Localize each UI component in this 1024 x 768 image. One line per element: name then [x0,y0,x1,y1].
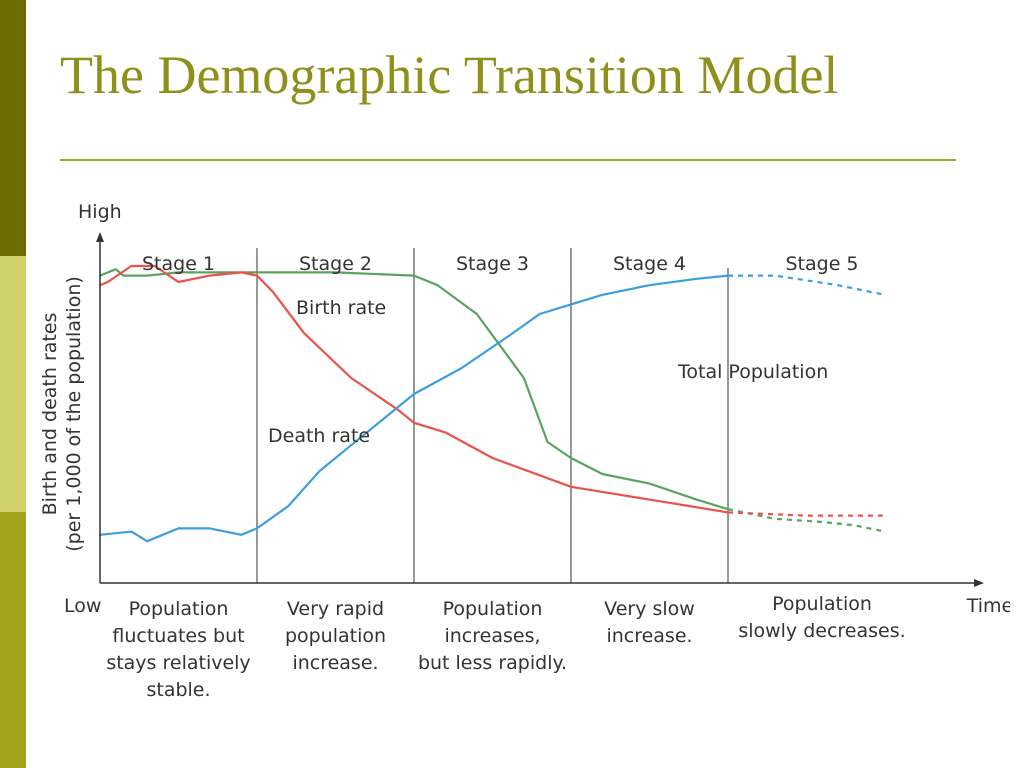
stage-description-line: increases, [444,625,540,647]
decor-bar-middle [0,256,26,512]
total-population-label: Total Population [677,361,828,383]
decor-bar-top [0,0,26,256]
demographic-transition-chart: High Low Time Birth and death rates (per… [39,201,1010,701]
y-axis-arrow-icon [96,232,104,242]
stage-label: Stage 4 [613,253,686,275]
stage-description-line: stable. [146,679,210,701]
stage-description-line: stays relatively [106,652,250,674]
death-rate-projection-line [727,511,885,517]
stage-description-line: increase. [606,625,692,647]
stage-description-line: Population [129,598,229,620]
total-population-line [98,274,730,543]
stage-label: Stage 1 [142,253,215,275]
birth-rate-label: Birth rate [296,297,386,319]
y-axis-low-label: Low [64,595,101,617]
stage-label: Stage 3 [456,253,529,275]
death-rate-label: Death rate [268,425,370,447]
title-underline [60,159,956,161]
stage-label: Stage 5 [785,253,858,275]
y-axis-title-line1: Birth and death rates [39,313,61,516]
stage-description-line: fluctuates but [112,625,244,647]
stage-description-line: but less rapidly. [418,652,567,674]
stage-description-line: Population [443,598,543,620]
birth-rate-projection-line [727,508,886,533]
birth-rate-line [98,268,730,511]
decor-bar-bottom [0,512,26,768]
stage-description-line: Very slow [604,598,695,620]
x-axis-label: Time [966,595,1010,617]
stage-description-line: Population [772,593,872,615]
stage-description-line: increase. [292,652,378,674]
stage-description-line: slowly decreases. [738,620,905,642]
x-axis-arrow-icon [974,579,984,587]
slide-title: The Demographic Transition Model [60,45,839,105]
total-population-projection-line [728,274,886,296]
y-axis-title-line2: (per 1,000 of the population) [63,276,85,552]
death-rate-line [98,264,730,514]
y-axis-high-label: High [78,201,122,223]
stage-description-line: Very rapid [287,598,384,620]
stage-description-line: population [285,625,386,647]
stage-label: Stage 2 [299,253,372,275]
